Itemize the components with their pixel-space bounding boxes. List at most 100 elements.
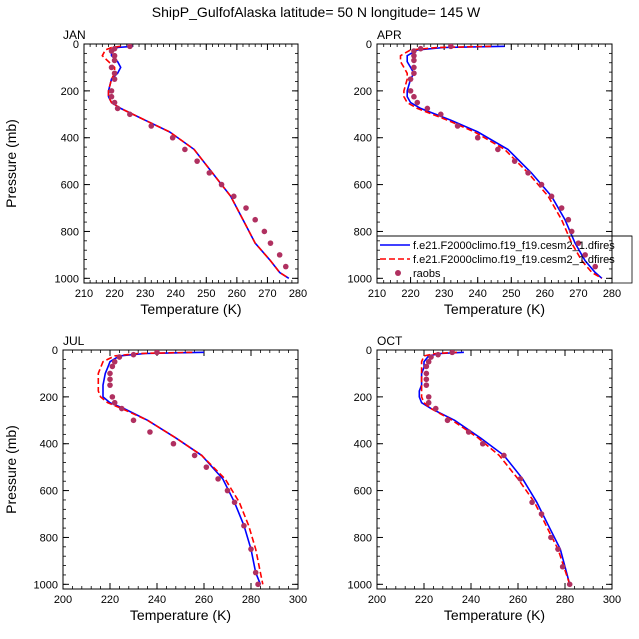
raobs-point — [407, 88, 414, 94]
x-axis-label: Temperature (K) — [444, 301, 545, 317]
raobs-point — [428, 354, 434, 360]
raobs-point — [109, 363, 116, 370]
y-tick-label: 200 — [354, 86, 372, 98]
raobs-point — [111, 52, 118, 59]
y-tick-label: 600 — [40, 486, 58, 498]
raobs-point — [559, 563, 566, 570]
y-tick-label: 0 — [52, 345, 58, 357]
panels: 210 220 230 240 250 260 270 280 0 200 400 600 800 100… — [3, 28, 621, 623]
y-tick-label: 0 — [366, 345, 372, 357]
x-tick-label: 270 — [258, 288, 276, 300]
x-axis-label: Temperature (K) — [444, 607, 545, 623]
plot-frame — [83, 43, 299, 284]
raobs-point — [261, 228, 268, 235]
raobs-point — [107, 370, 113, 377]
x-tick-label: 200 — [54, 594, 72, 606]
x-tick-label: 240 — [462, 594, 480, 606]
raobs-point — [182, 146, 188, 153]
y-tick-label: 800 — [354, 532, 372, 544]
series-group — [97, 350, 264, 588]
raobs-point — [417, 45, 424, 52]
raobs-point — [548, 193, 555, 200]
raobs-point — [411, 52, 417, 59]
x-tick-label: 260 — [509, 594, 527, 606]
plot-frame — [376, 349, 613, 590]
raobs-point — [111, 76, 118, 82]
model-line-dashed — [101, 45, 290, 279]
raobs-point — [231, 193, 237, 200]
raobs-point — [448, 44, 454, 50]
raobs-point — [218, 181, 225, 188]
x-tick-label: 220 — [101, 594, 119, 606]
y-tick-label: 400 — [61, 133, 79, 145]
raobs-point — [148, 123, 155, 129]
y-tick-label: 800 — [61, 226, 79, 238]
raobs-point — [432, 405, 439, 412]
y-tick-label: 0 — [366, 39, 372, 51]
raobs-point — [118, 405, 125, 412]
y-tick-label: 200 — [354, 392, 372, 404]
raobs-point — [108, 88, 115, 94]
raobs-point — [111, 70, 118, 77]
legend-label: f.e21.F2000climo.f19_f19.cesm2_1.dfires — [413, 254, 615, 266]
raobs-point — [465, 429, 472, 435]
raobs-point — [538, 511, 545, 517]
raobs-point — [414, 99, 421, 106]
raobs-point — [127, 111, 133, 118]
raobs-point — [558, 205, 565, 211]
raobs-point — [555, 546, 561, 552]
y-tick-label: 200 — [61, 86, 79, 98]
raobs-point — [423, 382, 430, 388]
plot-frame — [62, 349, 299, 590]
raobs-point — [435, 351, 441, 358]
panel-label: JAN — [63, 28, 86, 42]
series-group — [101, 44, 290, 279]
raobs-point — [411, 64, 417, 71]
raobs-point — [108, 93, 115, 100]
raobs-point — [454, 123, 461, 129]
raobs-point — [474, 134, 481, 141]
raobs-point — [252, 216, 258, 223]
series-group — [399, 44, 603, 279]
raobs-point — [411, 57, 417, 64]
raobs-point — [565, 216, 572, 223]
panel-jan: 210 220 230 240 250 260 270 280 0 200 400 600 800 100… — [3, 28, 307, 317]
raobs-point — [241, 522, 247, 529]
y-tick-label: 800 — [40, 532, 58, 544]
x-tick-label: 300 — [603, 594, 621, 606]
y-tick-label: 400 — [354, 133, 372, 145]
legend-box — [376, 235, 633, 284]
raobs-point — [111, 399, 118, 406]
raobs-point — [127, 44, 133, 50]
legend-label: raobs — [413, 268, 441, 280]
y-axis-label: Pressure (mb) — [3, 119, 19, 208]
series-group — [418, 350, 573, 588]
raobs-point — [107, 376, 113, 383]
x-tick-label: 260 — [536, 288, 554, 300]
raobs-point — [479, 440, 486, 447]
x-tick-label: 240 — [167, 288, 185, 300]
x-tick-label: 200 — [368, 594, 386, 606]
model-line-solid — [418, 351, 571, 585]
raobs-point — [411, 93, 417, 100]
y-tick-label: 800 — [354, 226, 372, 238]
x-tick-label: 280 — [242, 594, 260, 606]
x-tick-label: 260 — [195, 594, 213, 606]
raobs-point — [517, 476, 524, 482]
raobs-point — [437, 111, 444, 118]
raobs-point — [169, 134, 176, 141]
raobs-point — [568, 228, 575, 235]
raobs-point — [411, 70, 417, 77]
x-tick-label: 270 — [569, 288, 587, 300]
x-tick-label: 220 — [105, 288, 123, 300]
model-line-solid — [102, 351, 262, 585]
raobs-point — [154, 350, 160, 356]
raobs-point — [511, 158, 518, 164]
model-line-dashed — [399, 45, 603, 279]
x-tick-label: 250 — [502, 288, 520, 300]
legend-marker — [395, 270, 401, 276]
raobs-point — [449, 350, 455, 356]
y-tick-label: 0 — [73, 39, 79, 51]
x-tick-label: 280 — [289, 288, 307, 300]
y-tick-label: 600 — [354, 486, 372, 498]
